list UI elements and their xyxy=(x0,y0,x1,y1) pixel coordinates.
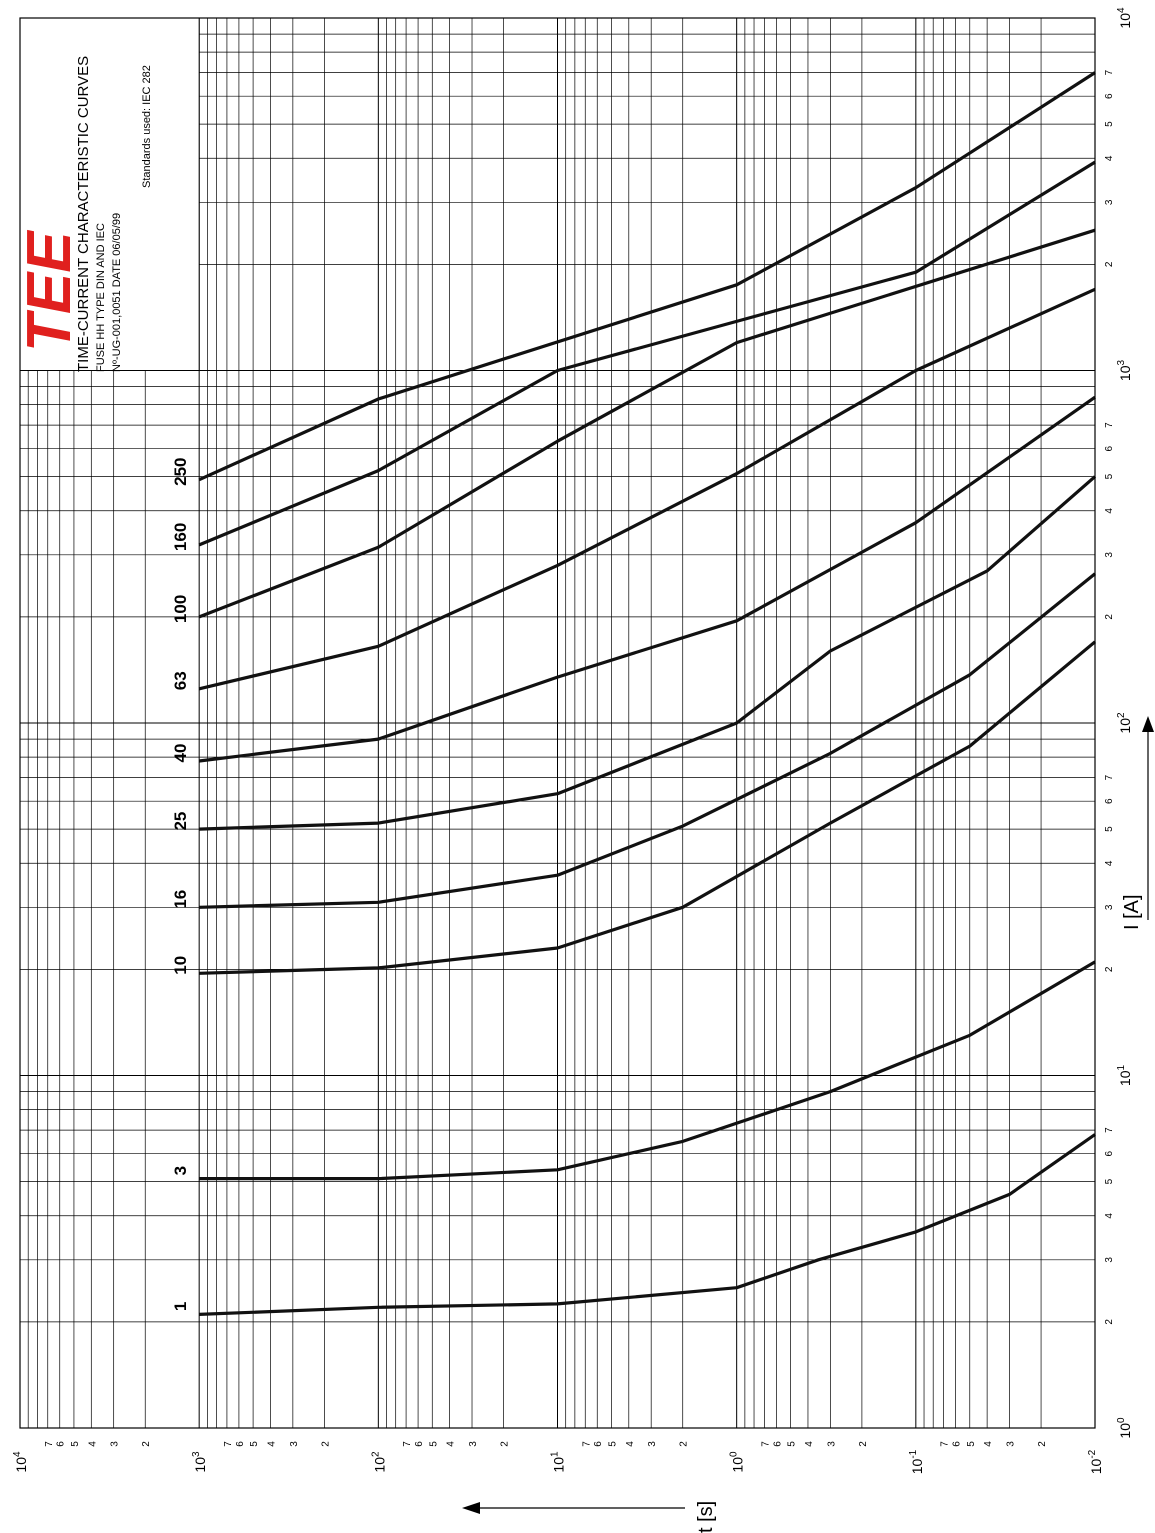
y-tick-minor: 2 xyxy=(679,1441,690,1447)
title-text-group: TEE TIME-CURRENT CHARACTERISTIC CURVES F… xyxy=(15,56,153,372)
y-tick-minor: 3 xyxy=(826,1441,837,1447)
y-tick-minor: 6 xyxy=(952,1441,963,1447)
y-tick-minor: 4 xyxy=(446,1441,457,1447)
rating-label-1: 1 xyxy=(171,1302,190,1311)
rating-label-10: 10 xyxy=(171,956,190,975)
y-tick-minor: 6 xyxy=(593,1441,604,1447)
x-tick-minor: 2 xyxy=(1104,1319,1115,1325)
curve-40 xyxy=(199,395,1096,763)
curve-63 xyxy=(198,287,1096,691)
curve-10 xyxy=(199,640,1097,975)
rating-label-100: 100 xyxy=(171,595,190,623)
rating-label-16: 16 xyxy=(171,890,190,909)
rating-label-63: 63 xyxy=(171,671,190,690)
x-tick-minor: 3 xyxy=(1104,552,1115,558)
y-tick-minor: 3 xyxy=(468,1441,479,1447)
x-tick-minor: 6 xyxy=(1104,445,1115,451)
standards-note: Standards used: IEC 282 xyxy=(141,65,153,188)
chart-subtitle-1: FUSE HH TYPE DIN AND IEC xyxy=(95,223,107,372)
y-tick-minor: 4 xyxy=(87,1441,98,1447)
plot-border xyxy=(19,17,1096,1429)
x-tick-minor: 3 xyxy=(1104,199,1115,205)
y-tick-minor: 4 xyxy=(625,1441,636,1447)
y-tick-minor: 2 xyxy=(320,1441,331,1447)
y-tick-minor: 3 xyxy=(647,1441,658,1447)
y-tick-minor: 5 xyxy=(966,1441,977,1447)
rating-label-160: 160 xyxy=(171,523,190,551)
x-axis-label: I [A] xyxy=(1121,894,1143,930)
y-tick-minor: 2 xyxy=(500,1441,511,1447)
y-tick-minor: 5 xyxy=(787,1441,798,1447)
x-tick-minor: 7 xyxy=(1104,69,1115,75)
x-tick-minor: 4 xyxy=(1104,155,1115,161)
y-tick-minor: 2 xyxy=(1037,1441,1048,1447)
x-tick-minor: 6 xyxy=(1104,93,1115,99)
logo: TEE xyxy=(15,230,84,352)
curve-3 xyxy=(199,960,1096,1181)
y-tick-minor: 6 xyxy=(414,1441,425,1447)
y-tick-minor: 7 xyxy=(402,1441,413,1447)
x-tick-minor: 2 xyxy=(1104,261,1115,267)
x-tick-minor: 4 xyxy=(1104,508,1115,514)
x-axis-arrow-head xyxy=(1142,716,1154,732)
x-tick-minor: 2 xyxy=(1104,966,1115,972)
y-tick-minor: 6 xyxy=(235,1441,246,1447)
y-tick-minor: 4 xyxy=(804,1441,815,1447)
y-tick-minor: 7 xyxy=(940,1441,951,1447)
x-tick-minor: 3 xyxy=(1104,904,1115,910)
y-tick-minor: 7 xyxy=(44,1441,55,1447)
x-tick-minor: 5 xyxy=(1104,1178,1115,1184)
x-tick-minor: 6 xyxy=(1104,1150,1115,1156)
x-tick-minor: 5 xyxy=(1104,826,1115,832)
y-tick-minor: 6 xyxy=(772,1441,783,1447)
x-tick-minor: 7 xyxy=(1104,774,1115,780)
y-axis-arrow-head xyxy=(462,1502,480,1514)
y-tick-minor: 2 xyxy=(858,1441,869,1447)
y-tick-minor: 3 xyxy=(1006,1441,1017,1447)
y-tick-minor: 6 xyxy=(56,1441,67,1447)
curve-160 xyxy=(198,160,1096,547)
y-tick-minor: 3 xyxy=(289,1441,300,1447)
y-tick-minor: 5 xyxy=(70,1441,81,1447)
y-tick-minor: 7 xyxy=(223,1441,234,1447)
y-tick-minor: 7 xyxy=(581,1441,592,1447)
x-tick-minor: 6 xyxy=(1104,798,1115,804)
title-block xyxy=(19,17,200,371)
y-tick-minor: 4 xyxy=(267,1441,278,1447)
x-tick-minor: 7 xyxy=(1104,422,1115,428)
y-axis-label: t [s] xyxy=(695,1501,717,1533)
y-tick-minor: 4 xyxy=(983,1441,994,1447)
grid xyxy=(20,18,1096,1429)
x-tick-minor: 7 xyxy=(1104,1127,1115,1133)
curve-25 xyxy=(199,475,1097,831)
rating-label-25: 25 xyxy=(171,812,190,831)
y-tick-minor: 2 xyxy=(141,1441,152,1447)
y-tick-minor: 7 xyxy=(760,1441,771,1447)
x-tick-minor: 3 xyxy=(1104,1257,1115,1263)
rating-labels: 1 3 10 16 25 40 63 100 160 250 xyxy=(171,458,190,1312)
x-tick-minor: 5 xyxy=(1104,473,1115,479)
x-tick-minor: 2 xyxy=(1104,614,1115,620)
rating-label-40: 40 xyxy=(171,744,190,763)
y-tick-minor: 5 xyxy=(607,1441,618,1447)
rating-label-250: 250 xyxy=(171,458,190,486)
curve-16 xyxy=(199,572,1097,909)
curves xyxy=(198,71,1097,1316)
curve-100 xyxy=(198,228,1096,619)
rating-label-3: 3 xyxy=(171,1166,190,1175)
y-tick-minor: 5 xyxy=(428,1441,439,1447)
curve-1 xyxy=(199,1133,1096,1316)
x-tick-minor: 5 xyxy=(1104,121,1115,127)
chart-title: TIME-CURRENT CHARACTERISTIC CURVES xyxy=(75,56,92,372)
chart-subtitle-2: Nº-UG-001,0051 DATE 06/05/99 xyxy=(111,213,123,372)
curve-250 xyxy=(198,71,1096,482)
y-tick-minor: 5 xyxy=(249,1441,260,1447)
x-tick-minor: 4 xyxy=(1104,1213,1115,1219)
x-tick-minor: 4 xyxy=(1104,860,1115,866)
y-tick-minor: 3 xyxy=(110,1441,121,1447)
